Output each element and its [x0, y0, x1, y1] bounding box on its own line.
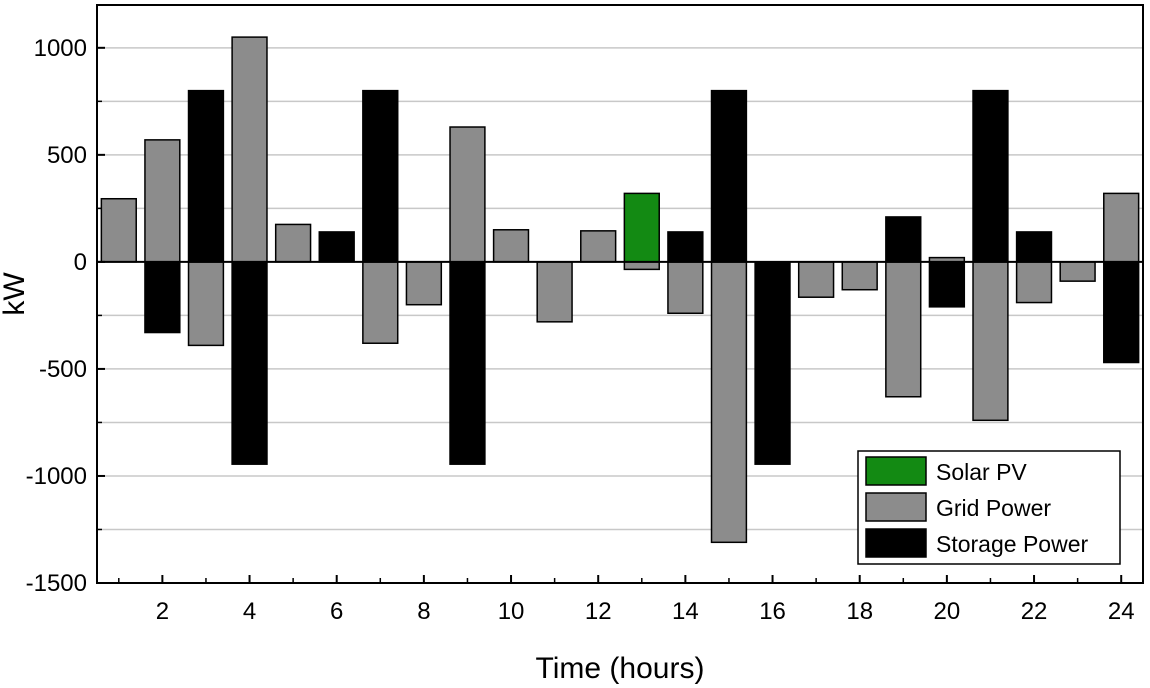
bar-storage-power — [144, 261, 181, 334]
x-tick-label: 6 — [330, 598, 343, 625]
bar-storage-power — [1015, 231, 1053, 263]
legend-swatch — [865, 492, 927, 522]
bar-storage-power — [667, 231, 704, 263]
bar-storage-power — [231, 261, 268, 465]
y-axis-label: kW — [0, 272, 31, 316]
gridlines — [97, 47, 1143, 531]
bar-storage-power — [318, 231, 355, 263]
bar-storage-power — [449, 261, 486, 465]
bar-grid-power — [187, 261, 225, 347]
bars — [100, 36, 1140, 544]
bar-storage-power — [754, 261, 791, 465]
bar-grid-power — [623, 261, 660, 271]
x-tick-label: 8 — [417, 598, 430, 625]
x-tick-label: 18 — [846, 598, 873, 625]
legend-swatch — [865, 528, 927, 558]
x-tick-label: 22 — [1021, 598, 1048, 625]
bar-grid-power — [710, 261, 748, 544]
bar-storage-power — [1103, 261, 1140, 364]
legend: Solar PV Grid Power Storage Power — [857, 450, 1121, 565]
bar-grid-power — [492, 229, 530, 263]
x-tick-label: 24 — [1108, 598, 1135, 625]
y-tick-label: 0 — [74, 249, 87, 276]
bar-solar-pv — [623, 192, 660, 263]
bar-grid-power — [1059, 261, 1096, 282]
bar-grid-power — [667, 261, 704, 315]
y-tick-label: -500 — [39, 356, 87, 383]
legend-swatch — [865, 456, 927, 486]
bar-grid-power — [1103, 192, 1140, 263]
bar-grid-power — [885, 261, 922, 398]
y-tick-label: -1500 — [26, 570, 87, 597]
bar-grid-power — [797, 261, 835, 298]
bar-grid-power — [841, 261, 878, 291]
x-tick-label: 14 — [672, 598, 699, 625]
bar-grid-power — [100, 197, 137, 263]
x-tick-label: 12 — [585, 598, 612, 625]
bar-storage-power — [972, 89, 1009, 263]
bar-grid-power — [231, 36, 268, 263]
bar-grid-power — [972, 261, 1009, 422]
x-tick-label: 20 — [934, 598, 961, 625]
bar-storage-power — [362, 89, 399, 263]
bar-storage-power — [885, 216, 922, 263]
bar-grid-power — [362, 261, 399, 344]
legend-label: Storage Power — [936, 531, 1088, 557]
legend-label: Grid Power — [936, 495, 1051, 521]
bar-grid-power — [405, 261, 443, 306]
y-tick-label: 1000 — [34, 35, 87, 62]
bar-grid-power — [449, 126, 486, 263]
legend-label: Solar PV — [936, 459, 1027, 485]
plot-frame — [96, 4, 1144, 584]
x-tick-label: 2 — [156, 598, 169, 625]
x-tick-label: 4 — [243, 598, 256, 625]
x-tick-label: 16 — [759, 598, 786, 625]
bar-grid-power — [580, 230, 617, 263]
x-axis-label: Time (hours) — [536, 652, 705, 685]
bar-grid-power — [274, 223, 312, 263]
bar-storage-power — [928, 261, 966, 308]
x-tick-label: 10 — [498, 598, 525, 625]
bar-storage-power — [187, 89, 225, 263]
bar-storage-power — [710, 89, 748, 263]
y-tick-label: -1000 — [26, 463, 87, 490]
bar-grid-power — [536, 261, 573, 323]
y-tick-label: 500 — [47, 142, 87, 169]
bar-grid-power — [1015, 261, 1053, 304]
bar-grid-power — [144, 139, 181, 263]
